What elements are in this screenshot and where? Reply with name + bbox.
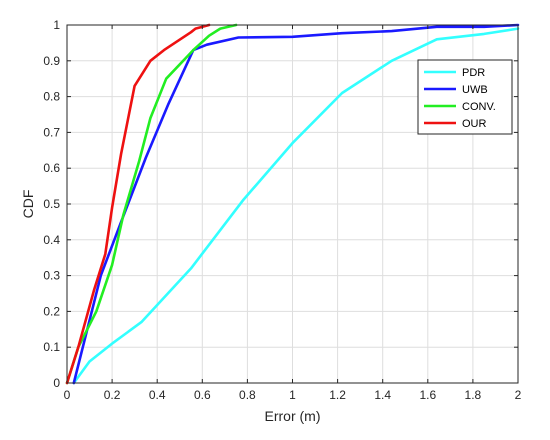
x-tick-label: 0.6 [194, 388, 211, 402]
legend-label-conv: CONV. [462, 101, 496, 113]
x-tick-label: 1.2 [329, 388, 346, 402]
legend: PDR UWB CONV. OUR [417, 59, 513, 135]
x-tick-label: 1.4 [374, 388, 391, 402]
x-tick-label: 1 [289, 388, 296, 402]
series-line-conv [65, 23, 238, 385]
y-tick-label: 1 [53, 18, 60, 32]
y-tick-label: 0.8 [43, 90, 60, 104]
legend-label-uwb: UWB [462, 84, 488, 96]
x-tick-label: 0 [64, 388, 71, 402]
x-tick-label: 1.6 [419, 388, 436, 402]
y-tick-label: 0.3 [43, 269, 60, 283]
legend-label-pdr: PDR [462, 67, 485, 79]
x-tick-label: 2 [515, 388, 522, 402]
y-tick-label: 0.2 [43, 304, 60, 318]
y-tick-label: 0.4 [43, 233, 60, 247]
y-tick-label: 0.5 [43, 197, 60, 211]
legend-label-our: OUR [462, 118, 487, 130]
series-line-our [65, 23, 211, 385]
x-tick-label: 0.8 [239, 388, 256, 402]
y-tick-label: 0.9 [43, 54, 60, 68]
x-tick-label: 1.8 [465, 388, 482, 402]
x-axis-label: Error (m) [265, 408, 321, 424]
series-line-pdr [72, 27, 520, 385]
y-tick-label: 0.7 [43, 125, 60, 139]
y-tick-label: 0.6 [43, 161, 60, 175]
y-tick-label: 0 [53, 376, 60, 390]
x-tick-label: 0.4 [149, 388, 166, 402]
axis-ticks: 0 0.2 0.4 0.6 0.8 1 1.2 1.4 1.6 1.8 2 0 0.1 0.2 0.3 0.4… [43, 18, 521, 402]
y-tick-label: 0.1 [43, 340, 60, 354]
x-tick-label: 0.2 [104, 388, 121, 402]
series-lines [65, 23, 520, 385]
y-axis-label: CDF [20, 190, 36, 219]
